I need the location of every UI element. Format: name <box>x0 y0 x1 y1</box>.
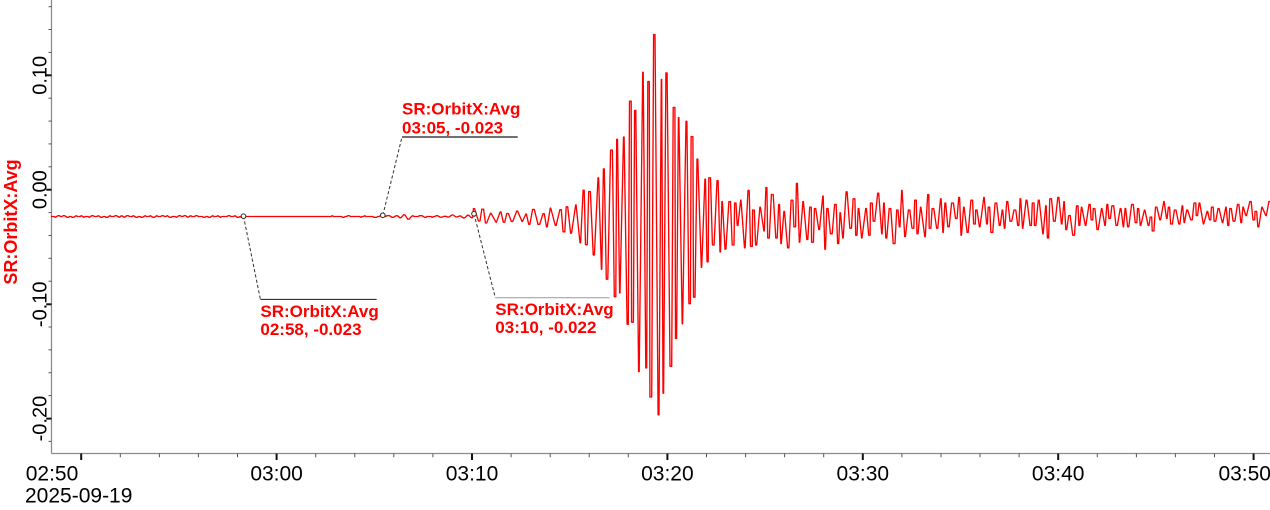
svg-text:03:10, -0.022: 03:10, -0.022 <box>495 318 596 337</box>
svg-text:SR:OrbitX:Avg: SR:OrbitX:Avg <box>260 302 378 321</box>
svg-text:0.00: 0.00 <box>30 170 52 209</box>
svg-text:03:50: 03:50 <box>1218 463 1270 486</box>
svg-text:03:05, -0.023: 03:05, -0.023 <box>402 119 503 138</box>
svg-text:03:00: 03:00 <box>250 463 303 486</box>
svg-text:SR:OrbitX:Avg: SR:OrbitX:Avg <box>402 100 520 119</box>
svg-text:SR:OrbitX:Avg: SR:OrbitX:Avg <box>1 159 21 284</box>
svg-text:03:10: 03:10 <box>446 463 499 486</box>
svg-text:SR:OrbitX:Avg: SR:OrbitX:Avg <box>495 300 613 319</box>
svg-text:03:30: 03:30 <box>837 463 890 486</box>
svg-text:0.10: 0.10 <box>30 56 52 95</box>
svg-text:-0.10: -0.10 <box>30 282 52 328</box>
svg-text:02:58, -0.023: 02:58, -0.023 <box>260 320 361 339</box>
svg-text:-0.20: -0.20 <box>30 396 52 442</box>
svg-text:02:50: 02:50 <box>26 463 79 486</box>
svg-text:03:20: 03:20 <box>641 463 694 486</box>
svg-text:2025-09-19: 2025-09-19 <box>25 485 132 508</box>
svg-text:03:40: 03:40 <box>1032 463 1085 486</box>
